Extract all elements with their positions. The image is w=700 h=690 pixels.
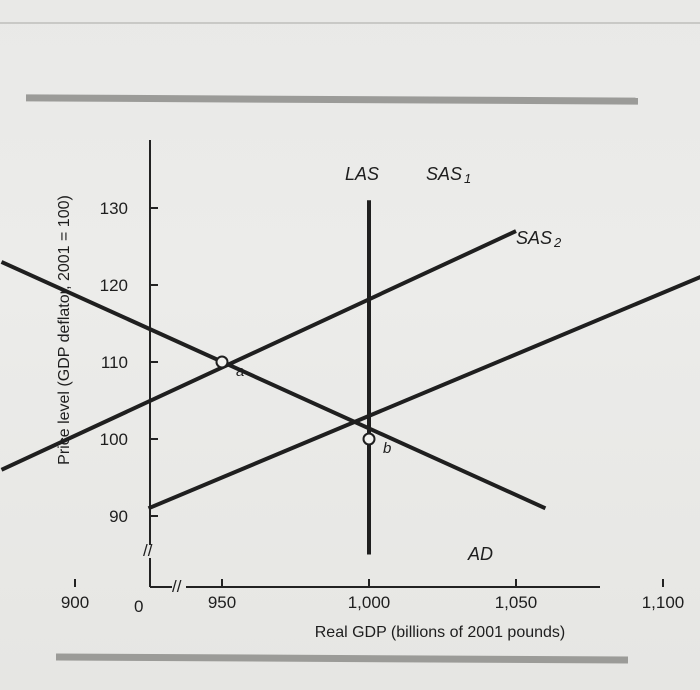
point-b-label: b xyxy=(383,440,391,457)
y-axis-label: Price level (GDP deflator, 2001 = 100) xyxy=(56,195,73,465)
origin-label: 0 xyxy=(134,597,143,616)
curve-labels: LAS SAS 1 SAS 2 AD xyxy=(345,164,562,564)
point-a-marker xyxy=(215,355,229,369)
y-ticks: 90 100 110 120 130 xyxy=(100,199,158,526)
y-tick-label: 100 xyxy=(100,430,128,449)
curves xyxy=(0,200,700,555)
x-tick-label: 950 xyxy=(208,593,236,612)
equilibrium-points: ab xyxy=(215,355,391,457)
x-tick-label: 1,050 xyxy=(495,593,538,612)
y-tick-label: 90 xyxy=(109,507,128,526)
x-tick-label: 900 xyxy=(61,593,89,612)
page-top-line xyxy=(0,22,700,24)
las-label: LAS xyxy=(345,164,379,184)
y-axis-break-mark: // xyxy=(143,541,153,560)
ad-label: AD xyxy=(467,544,493,564)
sas1-label: SAS 1 xyxy=(426,164,471,186)
point-a-label: a xyxy=(236,363,244,380)
x-axis-label: Real GDP (billions of 2001 pounds) xyxy=(315,624,566,641)
ad-curve xyxy=(0,260,547,511)
sas1-curve xyxy=(0,229,517,472)
x-tick-label: 1,000 xyxy=(348,593,391,612)
x-tick-label: 1,100 xyxy=(642,593,685,612)
sas2-label: SAS 2 xyxy=(516,228,562,250)
y-tick-label: 130 xyxy=(100,199,128,218)
x-axis-break-mark: // xyxy=(172,577,182,596)
y-tick-label: 110 xyxy=(101,353,128,372)
sas2-curve xyxy=(147,275,700,511)
point-b-marker xyxy=(362,432,376,446)
y-tick-label: 120 xyxy=(100,276,128,295)
